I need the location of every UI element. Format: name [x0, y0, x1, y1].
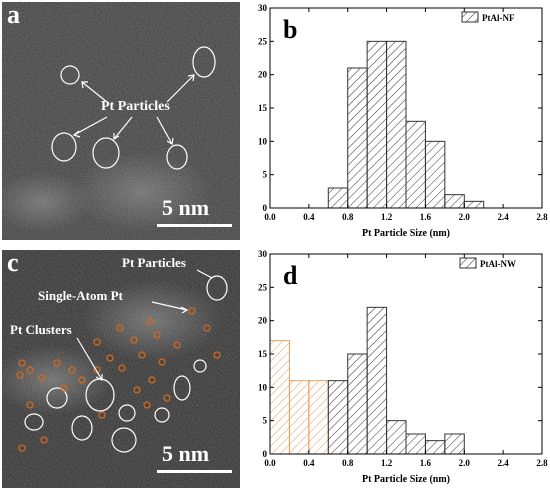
x-tick-label: 2.0 — [459, 212, 471, 222]
y-tick-label: 0 — [263, 449, 268, 459]
annotation-arrows — [72, 74, 195, 145]
x-tick-label: 0.8 — [342, 212, 354, 222]
y-tick-label: 25 — [258, 282, 268, 292]
histogram-d: 0.0 0.4 0.8 1.2 1.6 2.0 2.4 2.8 0 5 10 15 20 25 30 Pt P… — [258, 249, 548, 485]
x-tick-label: 0.8 — [342, 458, 354, 468]
y-tick-label: 30 — [258, 3, 268, 13]
legend-swatch — [459, 257, 477, 269]
cluster-circles — [24, 275, 228, 453]
x-axis-label: Pt Particle Size (nm) — [362, 228, 450, 239]
legend-swatch — [461, 11, 479, 23]
histogram-bar — [386, 420, 407, 455]
particle-circle — [51, 132, 77, 162]
histogram-bar — [308, 380, 329, 455]
y-tick-label: 10 — [258, 136, 268, 146]
histogram-bar — [327, 187, 349, 209]
panel-a-texture — [2, 2, 240, 240]
histogram-bar — [347, 353, 368, 455]
histogram-bar — [386, 40, 407, 209]
x-tick-label: 2.8 — [536, 212, 548, 222]
histogram-bar — [424, 140, 446, 209]
scale-bar-label: 5 nm — [162, 195, 210, 220]
histogram-b: 0.0 0.4 0.8 1.2 1.6 2.0 2.4 2.8 0 5 10 15 20 25 30 Pt P… — [258, 3, 548, 239]
y-tick-label: 15 — [258, 103, 268, 113]
histogram-bar — [347, 67, 368, 209]
y-tick-label: 20 — [258, 316, 268, 326]
histogram-bar — [366, 306, 388, 455]
histogram-bar — [288, 380, 310, 455]
panel-c-image: c Pt Particles Single-Atom Pt Pt Cluster… — [2, 250, 240, 488]
histogram-bar — [444, 194, 465, 209]
x-tick-label: 0.4 — [303, 458, 315, 468]
histogram-bar — [405, 120, 426, 209]
y-tick-label: 0 — [263, 203, 268, 213]
y-tick-label: 30 — [258, 249, 268, 259]
particle-circle — [192, 46, 216, 78]
y-tick-label: 20 — [258, 70, 268, 80]
legend-label: PtAl-NF — [482, 13, 515, 23]
x-tick-label: 1.6 — [420, 212, 432, 222]
x-tick-label: 2.4 — [498, 458, 510, 468]
single-atom-pt-label: Single-Atom Pt — [38, 288, 123, 303]
annotation-arrows — [76, 269, 213, 381]
pt-particles-label: Pt Particles — [101, 99, 170, 114]
particle-circle — [60, 65, 80, 85]
panel-c-texture — [2, 250, 240, 488]
pt-particles-label: Pt Particles — [122, 255, 186, 270]
x-tick-label: 2.0 — [459, 458, 471, 468]
x-axis-label: Pt Particle Size (nm) — [362, 474, 450, 485]
y-tick-label: 15 — [258, 349, 268, 359]
particle-circle — [92, 137, 120, 169]
histogram-bar — [327, 380, 349, 455]
panel-letter-c: c — [7, 250, 19, 277]
x-tick-label: 2.8 — [536, 458, 548, 468]
y-tick-label: 5 — [263, 416, 268, 426]
y-tick-label: 25 — [258, 36, 268, 46]
scale-bar — [157, 224, 232, 227]
x-tick-label: 0.4 — [303, 212, 315, 222]
pt-clusters-label: Pt Clusters — [10, 322, 72, 337]
legend-label: PtAl-NW — [480, 259, 516, 269]
panel-letter-a: a — [7, 2, 20, 29]
histogram-bar — [405, 433, 426, 455]
scale-bar-label: 5 nm — [162, 441, 210, 466]
y-tick-label: 5 — [263, 170, 268, 180]
particle-circle — [166, 144, 188, 170]
panel-letter-d: d — [283, 261, 298, 290]
panel-letter-b: b — [283, 15, 297, 44]
scale-bar — [157, 470, 232, 473]
histogram-bar — [269, 340, 290, 455]
x-tick-label: 0.0 — [264, 212, 276, 222]
single-atom-markers — [16, 307, 221, 452]
y-tick-label: 10 — [258, 382, 268, 392]
x-tick-label: 0.0 — [264, 458, 276, 468]
histogram-bar — [366, 40, 388, 209]
histogram-bar — [424, 440, 446, 455]
x-tick-label: 1.2 — [381, 212, 393, 222]
panel-a-image: a Pt Particles 5 nm — [2, 2, 240, 240]
x-tick-label: 1.2 — [381, 458, 393, 468]
x-tick-label: 1.6 — [420, 458, 432, 468]
histogram-bar — [463, 200, 485, 209]
x-tick-label: 2.4 — [498, 212, 510, 222]
histogram-bar — [444, 433, 465, 455]
